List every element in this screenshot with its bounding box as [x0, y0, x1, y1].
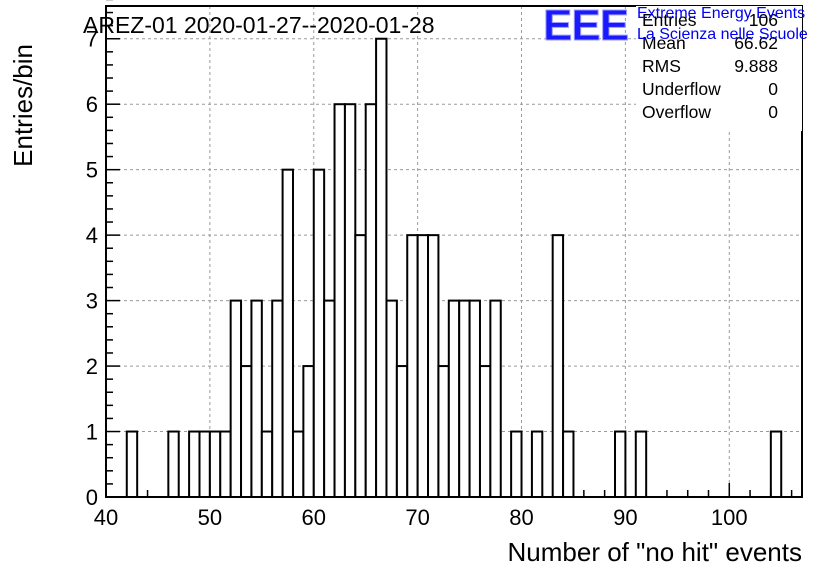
bar-54 — [250, 299, 263, 498]
bar-61 — [323, 299, 336, 498]
stats-label-rms: RMS — [642, 56, 681, 76]
bar-74 — [458, 299, 471, 498]
bar-48 — [188, 430, 201, 498]
bar-72 — [437, 365, 450, 499]
bar-89 — [614, 430, 627, 498]
y-tick-label-5: 5 — [86, 158, 98, 183]
logo-line-2: La Scienza nelle Scuole — [637, 26, 808, 43]
bar-63 — [343, 103, 357, 498]
x-tick-label-100: 100 — [711, 505, 748, 530]
bar-66 — [375, 37, 388, 498]
x-tick-label-60: 60 — [302, 505, 326, 530]
bar-56 — [271, 299, 284, 498]
bar-81 — [530, 430, 544, 498]
x-tick-label-70: 70 — [405, 505, 429, 530]
y-tick-label-6: 6 — [86, 92, 98, 117]
stats-box-background — [636, 6, 802, 131]
x-tick-label-50: 50 — [198, 505, 222, 530]
stats-label-overflow: Overflow — [642, 102, 711, 122]
bar-57 — [281, 168, 294, 499]
bar-91 — [634, 430, 648, 498]
y-tick-label-0: 0 — [86, 485, 98, 510]
bar-59 — [302, 365, 315, 499]
bar-79 — [510, 430, 523, 498]
bar-62 — [333, 103, 346, 498]
bar-68 — [395, 365, 409, 499]
stats-label-underflow: Underflow — [642, 79, 721, 99]
stats-value-underflow: 0 — [768, 79, 778, 99]
y-tick-label-2: 2 — [86, 354, 98, 379]
eee-logo: EEE Extreme Energy Events La Scienza nel… — [543, 1, 808, 51]
bar-73 — [447, 299, 461, 498]
stats-value-rms: 9.888 — [734, 56, 778, 76]
bar-69 — [406, 234, 419, 498]
bar-83 — [551, 234, 565, 498]
y-axis-title: Entries/bin — [8, 44, 38, 167]
tick-labels: 40 50 60 70 80 90 100 0 1 2 3 4 5 6 7 — [86, 27, 748, 530]
bar-77 — [489, 299, 502, 498]
bar-49 — [198, 430, 211, 498]
bar-52 — [229, 299, 243, 498]
bar-75 — [468, 299, 481, 498]
stats-label-entries: Entries — [642, 10, 697, 30]
y-tick-label-3: 3 — [86, 289, 98, 314]
stats-label-mean: Mean — [642, 33, 686, 53]
x-axis-title: Number of "no hit" events — [508, 537, 803, 567]
bar-60 — [312, 168, 326, 499]
bar-50 — [208, 430, 222, 498]
y-tick-label-7: 7 — [86, 27, 98, 52]
bar-64 — [354, 234, 367, 498]
bar-55 — [260, 430, 274, 498]
bar-42 — [125, 430, 139, 498]
stats-value-entries: 106 — [749, 10, 778, 30]
y-tick-label-4: 4 — [86, 223, 98, 248]
bar-65 — [364, 103, 378, 498]
axes — [105, 0, 803, 498]
chart-title: AREZ-01 2020-01-27--2020-01-28 — [83, 12, 435, 38]
stats-box: Entries 106 Mean 66.62 RMS 9.888 Underflow 0 Ove… — [636, 6, 802, 131]
bar-84 — [562, 430, 575, 498]
bar-53 — [240, 365, 253, 499]
bar-67 — [385, 299, 398, 498]
bar-104 — [769, 430, 783, 498]
bar-51 — [219, 430, 232, 498]
y-tick-label-1: 1 — [86, 420, 98, 445]
logo-mark: EEE — [543, 1, 628, 50]
bar-71 — [427, 234, 440, 498]
x-tick-label-90: 90 — [613, 505, 637, 530]
x-tick-label-80: 80 — [509, 505, 533, 530]
stats-value-overflow: 0 — [768, 102, 778, 122]
bar-46 — [167, 430, 180, 498]
bar-58 — [291, 430, 305, 498]
x-tick-label-40: 40 — [94, 505, 118, 530]
stats-value-mean: 66.62 — [734, 33, 778, 53]
bar-70 — [416, 234, 430, 498]
plot-frame — [105, 5, 803, 498]
logo-line-1: Extreme Energy Events — [637, 5, 805, 22]
bar-76 — [478, 365, 492, 499]
